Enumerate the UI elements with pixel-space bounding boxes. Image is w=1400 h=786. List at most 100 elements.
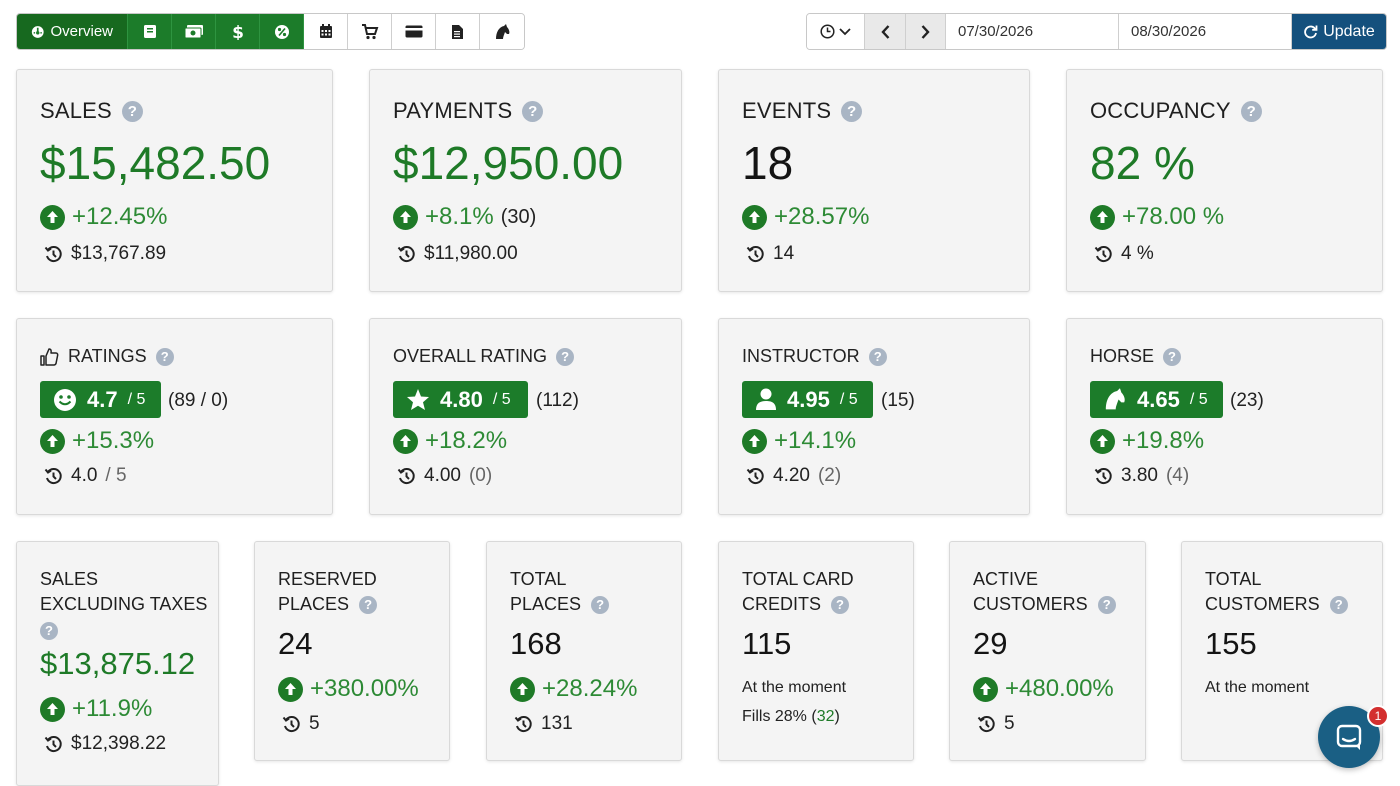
rating-card-overall: OVERALL RATING? 4.80 / 5 (112) +18.2% 4.0… [369, 318, 682, 515]
thumbs-up-icon [40, 347, 59, 366]
stat-value: 24 [278, 626, 313, 661]
stat-title-line1: TOTAL [1205, 569, 1262, 589]
help-icon[interactable]: ? [556, 347, 575, 366]
rating-previous-detail: / 5 [105, 465, 127, 486]
rating-previous: 4.20 [773, 465, 810, 486]
stat-title-line1: SALES [40, 569, 99, 589]
kpi-previous: 4 % [1121, 243, 1154, 264]
tab-calendar[interactable] [304, 14, 348, 49]
kpi-card-occupancy: OCCUPANCY? 82 % +78.00 % 4 % [1066, 69, 1383, 292]
kpi-title: OCCUPANCY [1090, 98, 1231, 123]
rating-title: RATINGS [68, 346, 147, 366]
stat-note: At the moment [1205, 679, 1310, 696]
history-icon [1094, 245, 1112, 262]
stat-previous: 5 [1004, 713, 1015, 734]
help-icon[interactable]: ? [121, 100, 143, 122]
rating-score: 4.65 [1137, 386, 1180, 412]
kpi-previous: 14 [773, 243, 795, 264]
help-icon[interactable]: ? [155, 347, 174, 366]
stat-previous: 5 [309, 713, 320, 734]
kpi-card-payments: PAYMENTS? $12,950.00 +8.1% (30) $11,980.0… [369, 69, 682, 292]
help-icon[interactable]: ? [1163, 347, 1182, 366]
chat-unread-badge: 1 [1367, 705, 1389, 727]
kpi-title: SALES [40, 98, 112, 123]
help-icon[interactable]: ? [40, 621, 58, 640]
tab-document[interactable] [436, 14, 480, 49]
stat-trend: +11.9% [72, 695, 153, 722]
rating-previous-detail: (0) [468, 465, 493, 486]
start-date-input[interactable]: 07/30/2026 [946, 14, 1119, 49]
document-icon [452, 24, 463, 39]
stat-trend: +480.00% [1005, 675, 1114, 702]
help-icon[interactable]: ? [1097, 595, 1116, 614]
rating-score: 4.80 [440, 386, 483, 412]
next-period-button[interactable] [906, 14, 946, 49]
chevron-right-icon [921, 24, 930, 39]
stat-card-active-customers: ACTIVE CUSTOMERS? 29 +480.00% 5 [949, 541, 1146, 761]
tab-percent[interactable] [260, 14, 304, 49]
tab-money[interactable] [172, 14, 216, 49]
stat-title-line2: CUSTOMERS [973, 594, 1088, 614]
user-icon [756, 388, 776, 410]
tab-dollar[interactable]: $ [216, 14, 260, 49]
percent-icon [274, 24, 289, 39]
tab-book[interactable] [128, 14, 172, 49]
help-icon[interactable]: ? [1240, 100, 1262, 122]
stat-title-line2: CREDITS [742, 594, 822, 614]
arrow-up-circle-icon [393, 428, 418, 454]
period-dropdown[interactable] [807, 14, 865, 49]
help-icon[interactable]: ? [868, 347, 887, 366]
update-button-label: Update [1323, 22, 1375, 40]
rating-count: (112) [536, 390, 579, 411]
rating-previous-detail: (4) [1165, 465, 1190, 486]
rating-previous-detail: (2) [817, 465, 842, 486]
tab-horse[interactable] [480, 14, 524, 49]
arrow-up-circle-icon [40, 696, 65, 722]
rating-card-instructor: INSTRUCTOR? 4.95 / 5 (15) +14.1% 4.20 (2) [718, 318, 1030, 515]
tab-credit-card[interactable] [392, 14, 436, 49]
chat-icon [1336, 724, 1362, 750]
kpi-value: $15,482.50 [40, 137, 271, 189]
help-icon[interactable]: ? [841, 100, 863, 122]
stat-card-total-places: TOTAL PLACES? 168 +28.24% 131 [486, 541, 682, 761]
rating-trend: +19.8% [1122, 427, 1205, 454]
rating-count: (15) [881, 390, 915, 411]
history-icon [397, 467, 415, 484]
kpi-trend: +12.45% [72, 203, 168, 230]
arrow-up-circle-icon [40, 204, 65, 230]
rating-title: OVERALL RATING [393, 346, 548, 366]
rating-count: (23) [1230, 390, 1264, 411]
kpi-card-events: EVENTS? 18 +28.57% 14 [718, 69, 1030, 292]
previous-period-button[interactable] [865, 14, 906, 49]
help-icon[interactable]: ? [591, 595, 610, 614]
stat-card-reserved-places: RESERVED PLACES? 24 +380.00% 5 [254, 541, 450, 761]
arrow-up-circle-icon [1090, 428, 1115, 454]
kpi-title: EVENTS [742, 98, 832, 123]
stat-title-line2: PLACES [510, 594, 582, 614]
rating-score: 4.95 [787, 386, 830, 412]
help-icon[interactable]: ? [1329, 595, 1348, 614]
kpi-previous: $11,980.00 [424, 243, 518, 264]
horse-icon [495, 23, 509, 39]
history-icon [397, 245, 415, 262]
kpi-card-sales: SALES? $15,482.50 +12.45% $13,767.89 [16, 69, 333, 292]
stat-title-line1: TOTAL CARD [742, 569, 854, 589]
tab-cart[interactable] [348, 14, 392, 49]
update-button[interactable]: Update [1292, 14, 1386, 49]
history-icon [44, 245, 62, 262]
kpi-value: 82 % [1090, 137, 1195, 189]
help-icon[interactable]: ? [831, 595, 850, 614]
history-icon [514, 715, 532, 732]
help-icon[interactable]: ? [359, 595, 378, 614]
kpi-trend: +28.57% [774, 203, 870, 230]
stat-previous: $12,398.22 [71, 733, 167, 754]
stat-title-line1: RESERVED [278, 569, 377, 589]
help-icon[interactable]: ? [522, 100, 544, 122]
tab-overview[interactable]: Overview [17, 14, 128, 49]
rating-trend: +15.3% [72, 427, 155, 454]
end-date-input[interactable]: 08/30/2026 [1119, 14, 1292, 49]
smile-icon [54, 388, 76, 411]
stat-fills-text: Fills 28% ( [742, 708, 817, 725]
stat-title-line1: TOTAL [510, 569, 567, 589]
chevron-left-icon [880, 24, 889, 39]
